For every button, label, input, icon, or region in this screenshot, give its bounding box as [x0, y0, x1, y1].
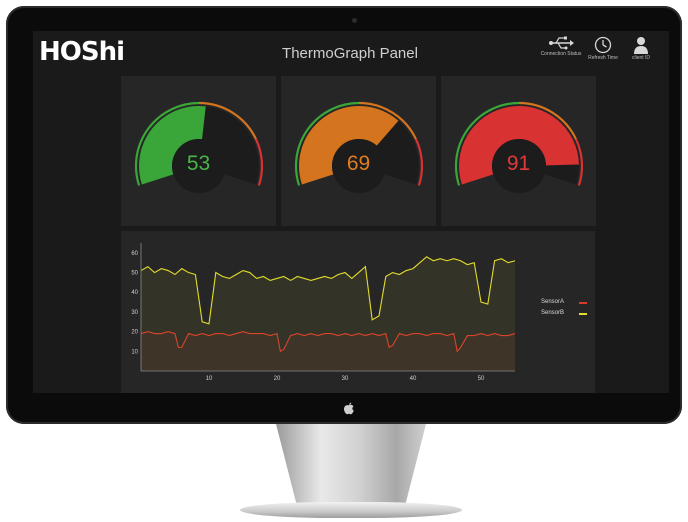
y-tick-label: 10 — [131, 349, 138, 355]
series-area-sensora — [141, 331, 515, 371]
top-bar: HOShi ThermoGraph Panel Connection Statu… — [33, 31, 669, 75]
clock-icon — [594, 36, 612, 54]
x-tick-label: 10 — [206, 376, 213, 382]
gauge-scale-arc — [294, 101, 360, 186]
gauge-dial — [134, 101, 264, 193]
gauge-hub — [172, 139, 226, 193]
gauge-fill — [299, 106, 399, 185]
gauge-card-3: 91 — [441, 76, 596, 226]
legend-item-sensor-a: SensorA — [541, 299, 565, 305]
gauge-dial — [454, 101, 584, 193]
x-tick-label: 30 — [342, 376, 349, 382]
gauge-fill — [139, 106, 206, 185]
user-icon — [634, 37, 648, 54]
y-tick-label: 60 — [131, 251, 138, 257]
y-tick-label: 30 — [131, 310, 138, 316]
usb-icon — [549, 36, 574, 50]
gauge-scale-arc — [134, 101, 200, 186]
monitor-stand-neck — [276, 424, 426, 506]
series-line-sensora — [140, 331, 516, 353]
temperature-chart-card: 10 20 30 40 50 10 20 30 40 50 60 SensorA SensorB — [121, 231, 595, 393]
monitor-stand-base — [240, 502, 462, 518]
client-id-button[interactable]: client ID — [619, 36, 663, 61]
x-tick-label: 50 — [478, 376, 485, 382]
camera-dot — [352, 18, 357, 23]
refresh-time-label: Refresh Time — [588, 55, 618, 61]
gauge-scale-arc — [518, 101, 577, 140]
legend-swatch-sensor-a — [579, 302, 587, 304]
gauge-dial — [294, 101, 424, 193]
dashboard-screen: HOShi ThermoGraph Panel Connection Statu… — [33, 31, 669, 393]
y-tick-label: 50 — [131, 271, 138, 277]
gauge-scale-arc — [198, 101, 257, 140]
gauge-hub — [332, 139, 386, 193]
client-id-label: client ID — [631, 55, 651, 61]
legend-item-sensor-b: SensorB — [541, 310, 565, 316]
gauge-hub — [492, 139, 546, 193]
gauge-value: 53 — [186, 152, 211, 175]
connection-status-label: Connection Status — [540, 51, 582, 57]
gauge-fill — [459, 106, 579, 185]
gauge-value: 69 — [346, 152, 371, 175]
gauge-card-1: 53 — [121, 76, 276, 226]
x-tick-label: 20 — [274, 376, 281, 382]
gauge-scale-arc — [575, 138, 584, 186]
gauge-scale-arc — [415, 138, 424, 186]
connection-status-button[interactable]: Connection Status — [539, 36, 583, 57]
gauge-value: 91 — [506, 152, 531, 175]
panel-title: ThermoGraph Panel — [282, 45, 418, 62]
gauge-scale-arc — [454, 101, 520, 186]
legend-swatch-sensor-b — [579, 313, 587, 315]
y-tick-label: 40 — [131, 290, 138, 296]
series-line-sensorb — [140, 256, 516, 325]
refresh-time-button[interactable]: Refresh Time — [581, 36, 625, 61]
x-tick-label: 40 — [410, 376, 417, 382]
gauge-card-2: 69 — [281, 76, 436, 226]
apple-logo-icon — [344, 402, 354, 415]
y-tick-label: 20 — [131, 330, 138, 336]
series-area-sensorb — [141, 256, 515, 371]
app-logo: HOShi — [39, 37, 125, 67]
temperature-line-chart: 10 20 30 40 50 10 20 30 40 50 60 — [131, 243, 516, 382]
gauge-scale-arc — [358, 101, 417, 140]
gauge-scale-arc — [255, 138, 264, 186]
